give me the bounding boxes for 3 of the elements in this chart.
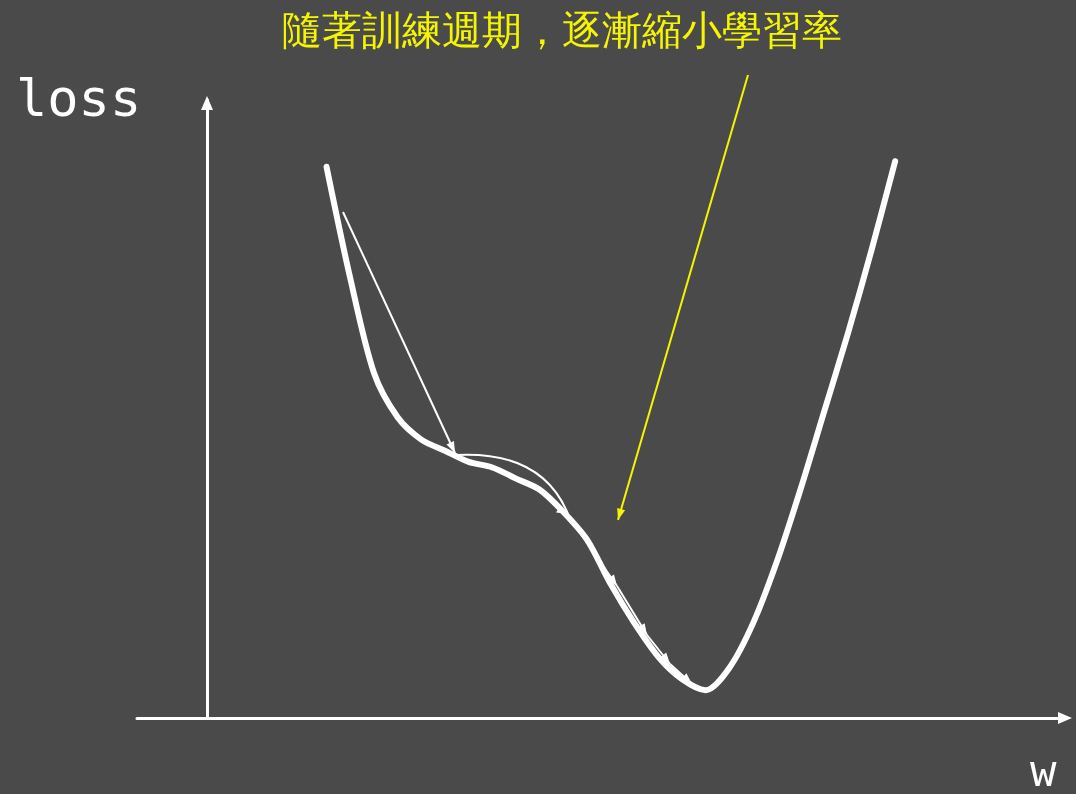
text: 隨著訓練週期，逐漸縮小學習率	[282, 7, 842, 53]
y-axis-title: loss	[16, 68, 142, 128]
x-axis-title: w	[1030, 744, 1057, 794]
